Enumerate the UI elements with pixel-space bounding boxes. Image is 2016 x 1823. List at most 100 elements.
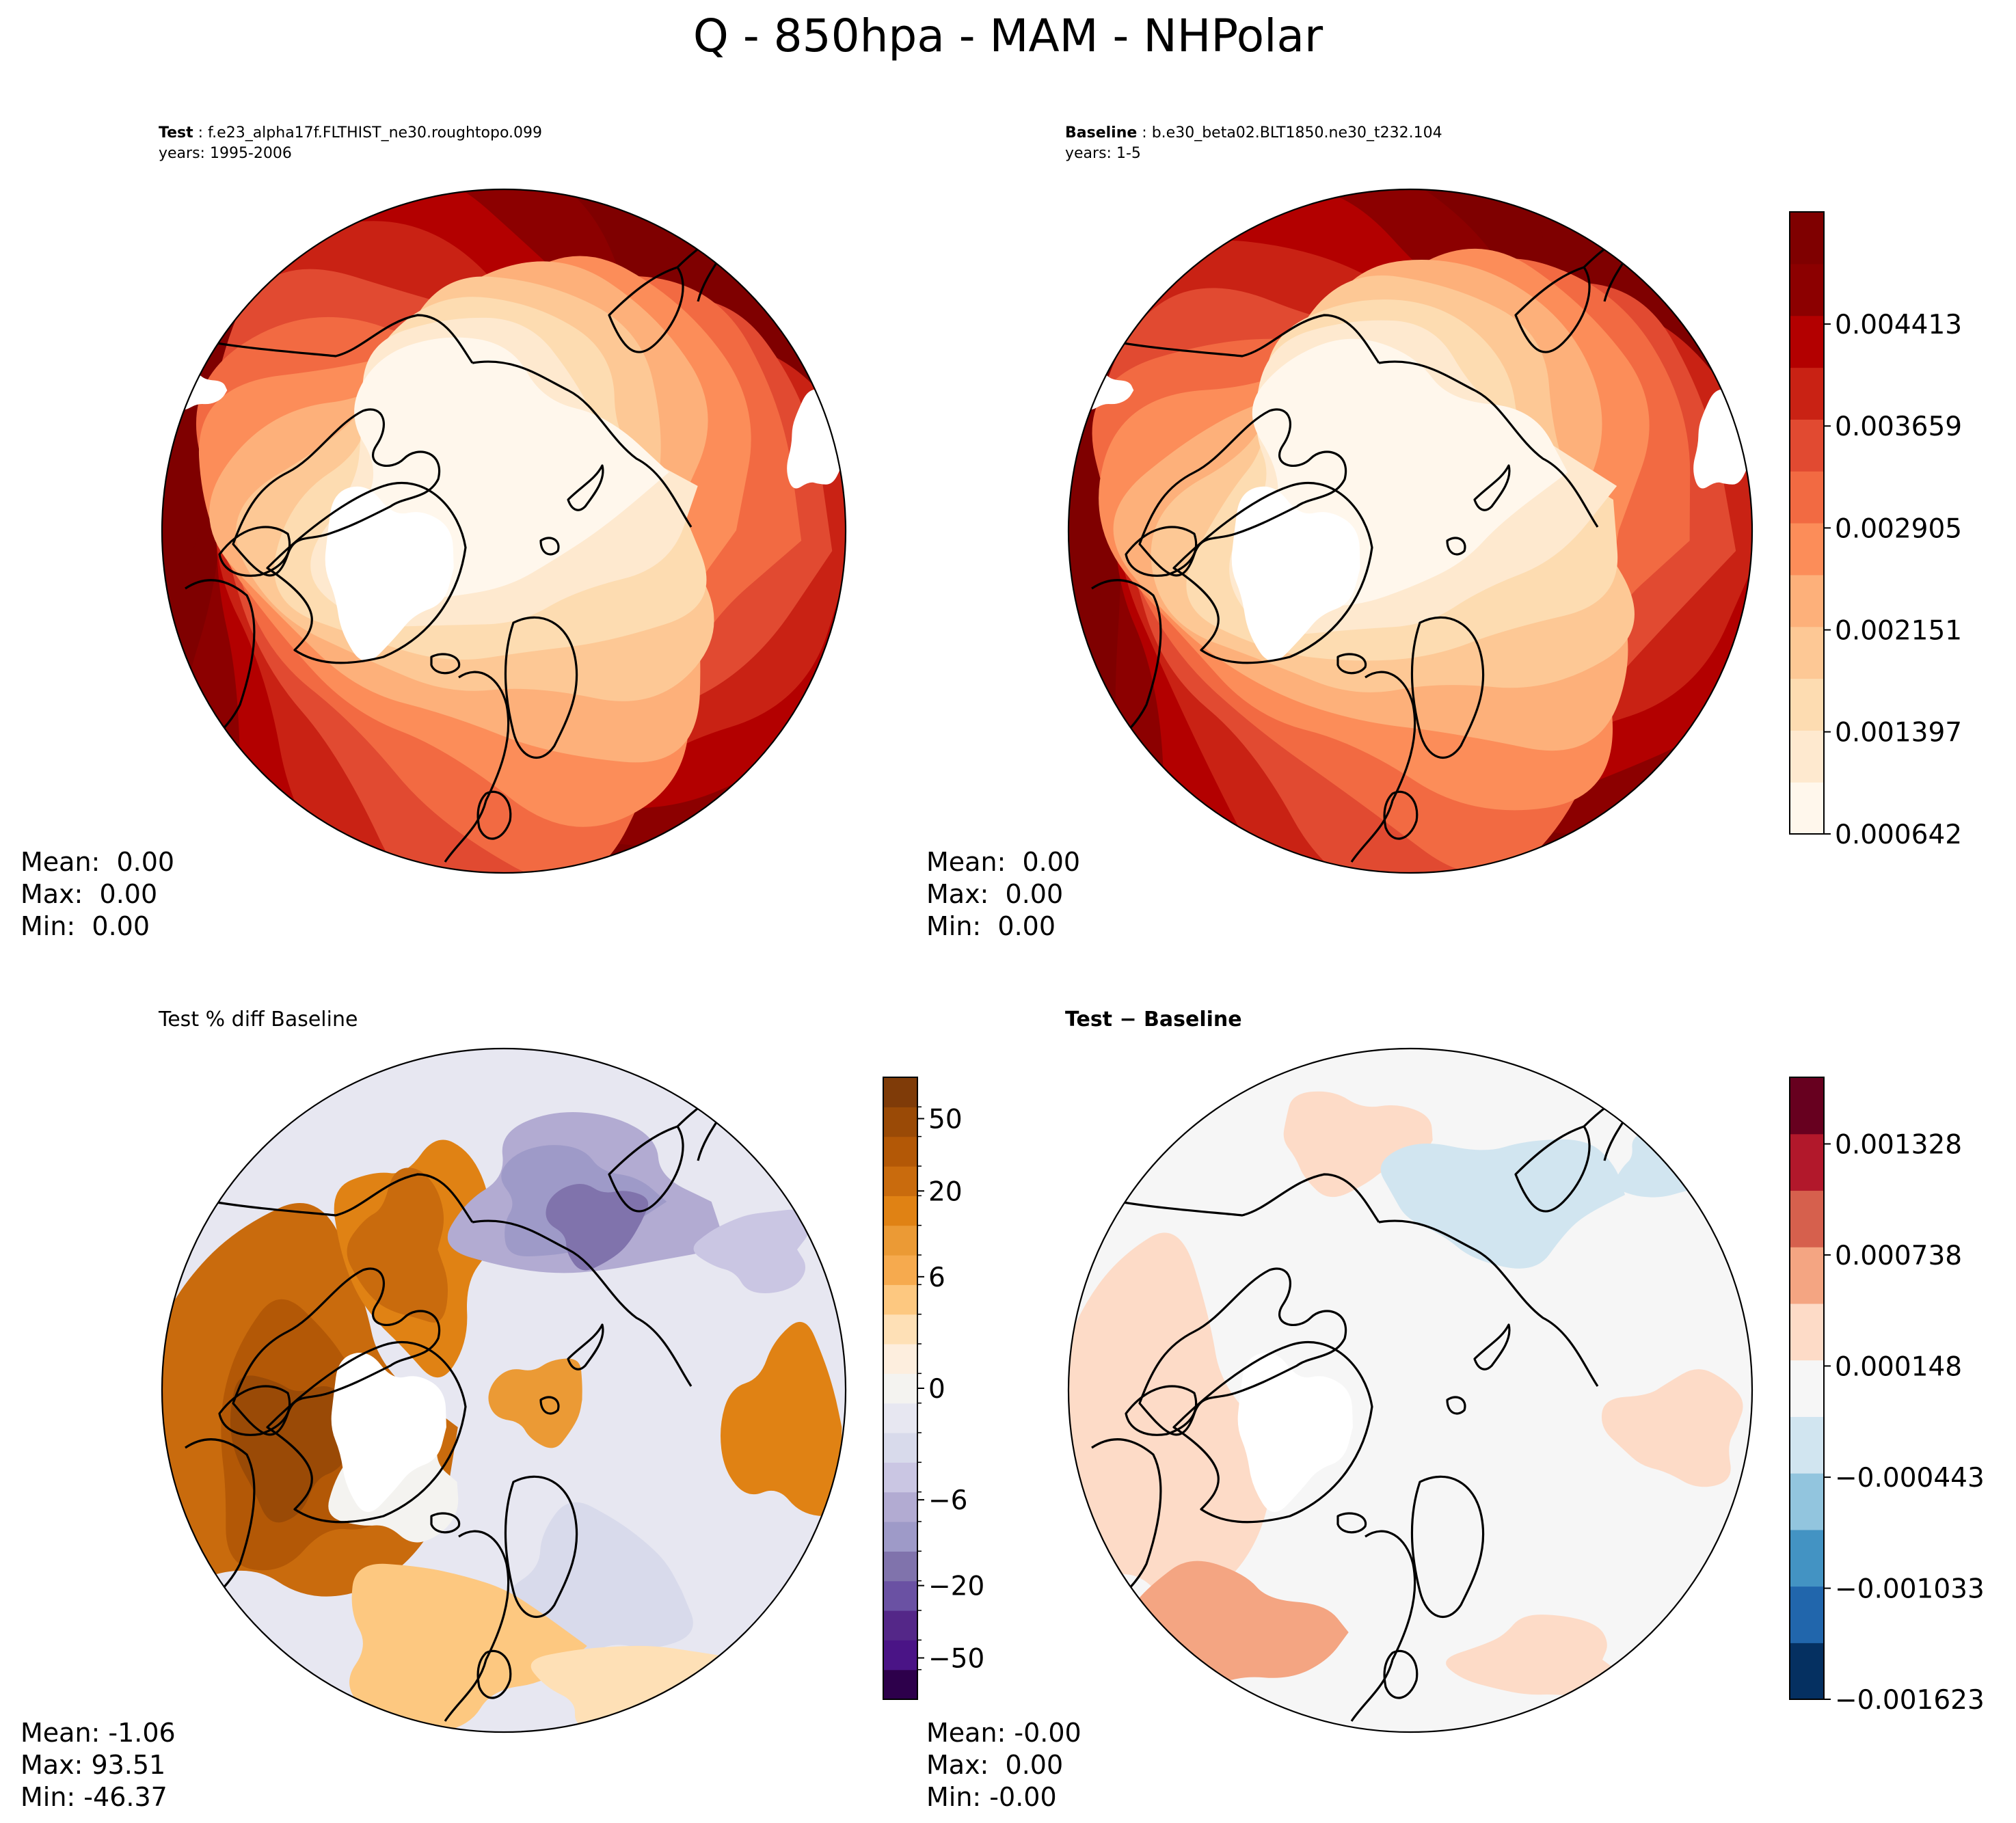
colorbar-tick-label: −0.000443 xyxy=(1835,1463,1985,1494)
colorbar-frame xyxy=(1789,1077,1825,1700)
coastline-canadian-arctic xyxy=(1138,408,1347,577)
colorbar-segment xyxy=(1790,1247,1824,1304)
coastline-greenland xyxy=(1172,481,1373,664)
coastline-siberia xyxy=(1378,360,1599,528)
colorbar-tick-label: 0.004413 xyxy=(1835,310,1962,340)
colorbar-segment xyxy=(883,1669,917,1700)
colorbar-tick-label: 6 xyxy=(928,1262,945,1293)
pct-diff-stats: Mean: -1.06 Max: 93.51 Min: -46.37 xyxy=(21,1717,176,1813)
coastline-british-isles xyxy=(1383,790,1419,840)
q-colorbar: 0.000642 0.001397 0.002151 0.002905 0.003659… xyxy=(1789,211,1962,850)
colorbar-segment xyxy=(883,1225,917,1256)
coastline-scandinavia xyxy=(1410,616,1485,759)
greenland-missing-data xyxy=(1231,486,1360,661)
coastline-iceland xyxy=(430,653,461,675)
baseline-case-name: b.e30_beta02.BLT1850.ne30_t232.104 xyxy=(1151,124,1442,141)
colorbar-tick-label: 0.000738 xyxy=(1835,1241,1962,1271)
diff-max: Max: 0.00 xyxy=(926,1750,1064,1780)
map-boundary xyxy=(1067,1047,1753,1733)
coastline-chukotka xyxy=(1514,266,1591,353)
colorbar-segment xyxy=(883,1077,917,1107)
colorbar-segment xyxy=(1790,1416,1824,1474)
colorbar-segment xyxy=(1790,1473,1824,1530)
colorbar-segment xyxy=(883,1166,917,1196)
coastline-greenland xyxy=(1172,1340,1373,1524)
coastline-canadian-arctic xyxy=(232,1267,441,1436)
greenland-missing-data xyxy=(331,1353,446,1512)
coastline-british-isles xyxy=(1383,1649,1419,1699)
colorbar-tick-label: 0.003659 xyxy=(1835,411,1962,442)
coastline-canadian-arctic xyxy=(232,408,441,577)
colorbar-tick-label: −50 xyxy=(928,1643,984,1674)
baseline-years: years: 1-5 xyxy=(1065,145,1141,162)
diff-contour-band xyxy=(1446,1615,1624,1698)
colorbar-segment xyxy=(1790,315,1824,368)
greenland-missing-data xyxy=(325,486,454,661)
coastline-novaya-zemlya xyxy=(1473,464,1511,511)
coastline-scandinavia xyxy=(504,1475,578,1618)
colorbar-segment xyxy=(883,1373,917,1404)
colorbar-segment xyxy=(883,1196,917,1226)
coastline-novaya-zemlya xyxy=(1473,1323,1511,1370)
diff-mean: Mean: -0.00 xyxy=(926,1718,1081,1748)
test-case-name: f.e23_alpha17f.FLTHIST_ne30.roughtopo.09… xyxy=(208,124,543,141)
map-boundary xyxy=(1067,188,1753,874)
test-min: Min: 0.00 xyxy=(21,911,150,941)
colorbar-tick-label: 0.002151 xyxy=(1835,616,1962,647)
diff-colorbar: −0.001623 −0.001033 −0.000443 0.000148 0.000… xyxy=(1789,1077,1985,1716)
colorbar-segment xyxy=(1790,1529,1824,1587)
map-boundary xyxy=(161,1047,847,1733)
colorbar-frame xyxy=(1789,211,1825,835)
field-layer xyxy=(1069,1049,1752,1732)
diff-contour-band xyxy=(1601,1369,1743,1487)
test-label: Test xyxy=(159,124,193,141)
pct-contour-band xyxy=(488,1358,582,1448)
tibet-missing-data xyxy=(787,389,846,489)
colorbar-segment xyxy=(883,1403,917,1433)
baseline-label: Baseline xyxy=(1065,124,1138,141)
pct-diff-min: Min: -46.37 xyxy=(21,1782,167,1812)
coastline-europe xyxy=(1350,1530,1416,1722)
baseline-stats: Mean: 0.00 Max: 0.00 Min: 0.00 xyxy=(926,846,1080,943)
baseline-map xyxy=(1067,188,1753,874)
colorbar-tick-label: −6 xyxy=(928,1485,968,1516)
map-boundary xyxy=(161,188,847,874)
colorbar-segment xyxy=(1790,367,1824,420)
pct-diff-map xyxy=(161,1047,847,1733)
coastline-iceland xyxy=(1336,1512,1367,1534)
field-layer xyxy=(162,189,846,873)
colorbar-tick-label: 0.001397 xyxy=(1835,718,1962,748)
colorbar-segment xyxy=(1790,471,1824,524)
colorbar-segment xyxy=(883,1314,917,1345)
coastline-greenland xyxy=(266,481,467,664)
colorbar-segment xyxy=(1790,419,1824,472)
colorbar-segment xyxy=(883,1255,917,1285)
test-panel-title: Test : f.e23_alpha17f.FLTHIST_ne30.rough… xyxy=(159,124,543,162)
coastlines xyxy=(178,1084,740,1722)
test-max: Max: 0.00 xyxy=(21,879,158,909)
coastline-svalbard xyxy=(539,1396,560,1415)
colorbar-segment xyxy=(883,1433,917,1463)
diff-contour-band xyxy=(1283,1091,1433,1198)
figure-title: Q - 850hpa - MAM - NHPolar xyxy=(693,10,1323,62)
colorbar-segment xyxy=(1790,730,1824,783)
coastline-scandinavia xyxy=(1410,1475,1485,1618)
coastline-alaska-siberia xyxy=(1118,1173,1380,1223)
baseline-min: Min: 0.00 xyxy=(926,911,1056,941)
pct-contour-band xyxy=(721,1321,842,1516)
colorbar-segment xyxy=(883,1580,917,1611)
colorbar-segment xyxy=(1790,678,1824,731)
colorbar-segment xyxy=(1790,782,1824,835)
colorbar-tick-label: −0.001623 xyxy=(1835,1685,1985,1716)
coastline-svalbard xyxy=(1446,1396,1466,1415)
greenland-missing-data xyxy=(1237,1353,1353,1512)
test-mean: Mean: 0.00 xyxy=(21,847,175,877)
colorbar-segment xyxy=(1790,1133,1824,1191)
field-layer xyxy=(1069,189,1752,873)
colorbar-segment xyxy=(1790,263,1824,316)
coastline-chukotka xyxy=(1514,1125,1591,1213)
tibet-missing-data xyxy=(1693,389,1752,489)
colorbar-segment xyxy=(883,1344,917,1374)
colorbar-tick-label: 0.000642 xyxy=(1835,820,1962,850)
colorbar-tick-label: 0.001328 xyxy=(1835,1130,1962,1161)
